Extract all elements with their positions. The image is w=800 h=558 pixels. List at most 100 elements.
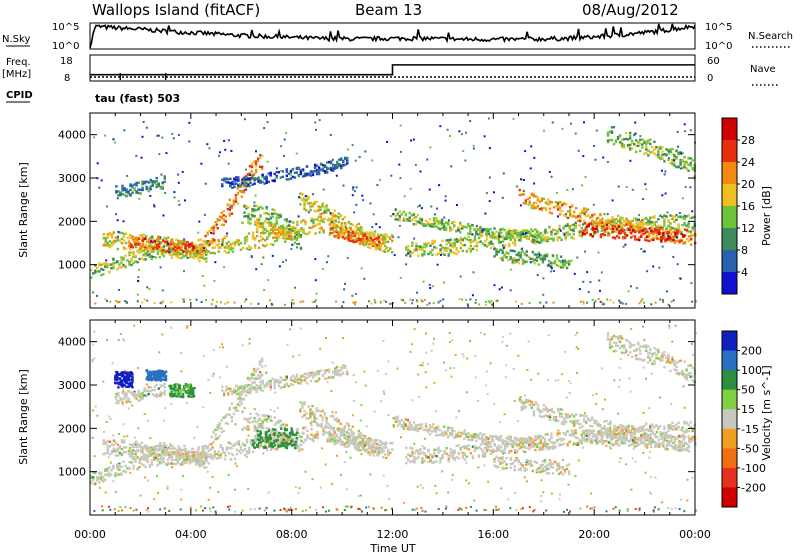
power-cell [607, 219, 609, 221]
velocity-cell [233, 413, 235, 415]
power-cell [156, 186, 158, 188]
velocity-cell [107, 451, 109, 453]
power-scatter-cell [283, 155, 285, 157]
velocity-cell [324, 431, 326, 433]
power-ground-cell [205, 299, 207, 301]
power-cell [278, 227, 280, 229]
power-cell [556, 232, 558, 234]
velocity-cell [194, 454, 196, 456]
power-scatter-cell [524, 150, 526, 152]
velocity-cell [224, 458, 226, 460]
power-ground-cell [662, 299, 664, 301]
velocity-cell [389, 452, 391, 454]
velocity-cell [158, 448, 160, 450]
velocity-cell [196, 450, 198, 452]
velocity-cell [312, 435, 314, 437]
power-cell [640, 221, 642, 223]
power-scatter-cell [617, 227, 619, 229]
power-ground-cell [302, 301, 304, 303]
power-cell [260, 236, 262, 238]
velocity-cell [118, 464, 120, 466]
power-scatter-cell [118, 231, 120, 233]
power-scatter-cell [685, 186, 687, 188]
power-cell [613, 126, 615, 128]
power-cell [518, 259, 520, 261]
power-scatter-cell [646, 270, 648, 272]
power-cell [435, 247, 437, 249]
power-scatter-cell [390, 215, 392, 217]
velocity-cell [254, 425, 256, 427]
plot-title: Wallops Island (fitACF) [92, 1, 260, 19]
power-scatter-cell [543, 130, 545, 132]
power-cell [276, 217, 278, 219]
power-scatter-cell [640, 248, 642, 250]
power-scatter-cell [680, 168, 682, 170]
power-scatter-cell [680, 278, 682, 280]
power-cell [218, 240, 220, 242]
power-cell [254, 238, 256, 240]
power-cell [164, 181, 166, 183]
power-ground-cell [258, 303, 260, 305]
power-cell [519, 194, 521, 196]
power-cell [142, 243, 144, 245]
power-cell [658, 225, 660, 227]
power-cell [566, 267, 568, 269]
power-scatter-cell [355, 293, 357, 295]
power-scatter-cell [315, 279, 317, 281]
power-ground-cell [421, 300, 423, 302]
power-cell [276, 239, 278, 241]
power-cell [253, 161, 255, 163]
power-cell [142, 254, 144, 256]
power-cell [604, 234, 606, 236]
velocity-cell [249, 417, 251, 419]
power-scatter-cell [607, 213, 609, 215]
power-cell [500, 232, 502, 234]
power-cell [119, 192, 121, 194]
power-cell [384, 238, 386, 240]
power-cell [251, 177, 253, 179]
power-cell [145, 244, 147, 246]
power-cell [658, 229, 660, 231]
power-cell [549, 208, 551, 210]
velocity-cell [247, 428, 249, 430]
power-cell [142, 240, 144, 242]
power-cell [228, 241, 230, 243]
power-cell [568, 263, 570, 265]
power-cell [276, 222, 278, 224]
power-cell [468, 236, 470, 238]
power-ground-cell [545, 302, 547, 304]
power-cell [374, 238, 376, 240]
power-cell [622, 230, 624, 232]
power-cell [575, 222, 577, 224]
power-cell [544, 236, 546, 238]
velocity-cell [245, 394, 247, 396]
noise-left-tick-bottom: 10^0 [52, 41, 79, 52]
power-scatter-cell [223, 266, 225, 268]
power-scatter-cell [531, 235, 533, 237]
power-scatter-cell [263, 127, 265, 129]
velocity-cell [171, 459, 173, 461]
power-ground-cell [416, 301, 418, 303]
power-cell [325, 209, 327, 211]
power-scatter-cell [551, 267, 553, 269]
power-cell [596, 228, 598, 230]
velocity-cell [234, 458, 236, 460]
velocity-cell [253, 368, 255, 370]
power-cell [125, 242, 127, 244]
velocity-cell [121, 453, 123, 455]
velocity-cell [183, 445, 185, 447]
velocity-cell [236, 453, 238, 455]
power-cell [163, 255, 165, 257]
velocity-cell [218, 451, 220, 453]
power-cell [683, 156, 685, 158]
power-scatter-cell [448, 219, 450, 221]
velocity-cell [266, 420, 268, 422]
power-cell [453, 225, 455, 227]
power-cell [671, 148, 673, 150]
power-cell [358, 235, 360, 237]
power-cell [229, 199, 231, 201]
power-cell [256, 231, 258, 233]
power-scatter-cell [415, 164, 417, 166]
power-cell [228, 251, 230, 253]
